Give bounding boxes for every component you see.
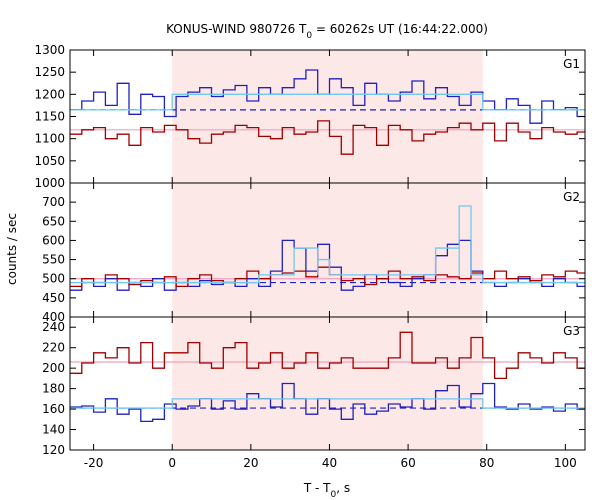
y-tick-label: 140 <box>42 423 65 437</box>
interval-highlight <box>172 50 483 183</box>
panel-label: G2 <box>563 190 580 204</box>
y-tick-label: 1050 <box>34 154 65 168</box>
series-dark-red <box>70 120 585 155</box>
y-tick-label: 1300 <box>34 43 65 57</box>
plot-area <box>70 205 585 291</box>
series-dark-red <box>70 331 585 380</box>
y-tick-label: 200 <box>42 361 65 375</box>
panel-label: G1 <box>563 57 580 71</box>
interval-highlight <box>172 317 483 450</box>
y-tick-label: 1000 <box>34 176 65 190</box>
series-dark-blue <box>70 382 585 423</box>
y-axis-label: counts / sec <box>5 213 19 285</box>
y-tick-label: 450 <box>42 291 65 305</box>
y-tick-label: 600 <box>42 233 65 247</box>
y-tick-label: 1250 <box>34 65 65 79</box>
plot-area <box>70 331 585 423</box>
y-tick-label: 180 <box>42 382 65 396</box>
panel-g2: 400 450 500 550 600 650 700 G2 <box>42 182 586 324</box>
x-tick-label: -20 <box>84 456 104 470</box>
y-tick-label: 220 <box>42 341 65 355</box>
y-tick-label: 120 <box>42 443 65 457</box>
y-tick-label: 500 <box>42 272 65 286</box>
y-tick-label: 160 <box>42 402 65 416</box>
x-tick-label: 0 <box>168 456 176 470</box>
chart-title: KONUS-WIND 980726 T0 = 60262s UT (16:44:… <box>166 22 488 41</box>
panel-frame <box>69 316 586 451</box>
x-tick-label: 20 <box>243 456 258 470</box>
interval-highlight <box>172 183 483 317</box>
plot-area <box>70 69 585 155</box>
x-tick-label: 40 <box>322 456 337 470</box>
panel-g1: 1000 1050 1100 1150 1200 1250 1300 G1 <box>34 43 586 190</box>
y-tick-label: 650 <box>42 214 65 228</box>
model-fit-line <box>70 205 585 284</box>
model-fit-line <box>70 93 585 111</box>
y-tick-label: 400 <box>42 310 65 324</box>
panel-g3: 120 140 160 180 200 220 240 -20 0 20 40 60 80 100 G3 <box>42 316 586 470</box>
x-tick-label: 100 <box>554 456 577 470</box>
x-tick-label: 60 <box>400 456 415 470</box>
y-tick-label: 240 <box>42 320 65 334</box>
x-axis-label: T - T0, s <box>303 481 350 500</box>
panels-group: 1000105011001150120012501300G14004505005… <box>34 43 586 470</box>
x-tick-label: 80 <box>479 456 494 470</box>
y-tick-label: 1200 <box>34 87 65 101</box>
y-tick-label: 1100 <box>34 132 65 146</box>
model-fit-line <box>70 398 585 409</box>
series-dark-blue <box>70 239 585 291</box>
y-tick-label: 700 <box>42 195 65 209</box>
y-tick-label: 1150 <box>34 110 65 124</box>
panel-label: G3 <box>563 324 580 338</box>
y-tick-label: 550 <box>42 253 65 267</box>
